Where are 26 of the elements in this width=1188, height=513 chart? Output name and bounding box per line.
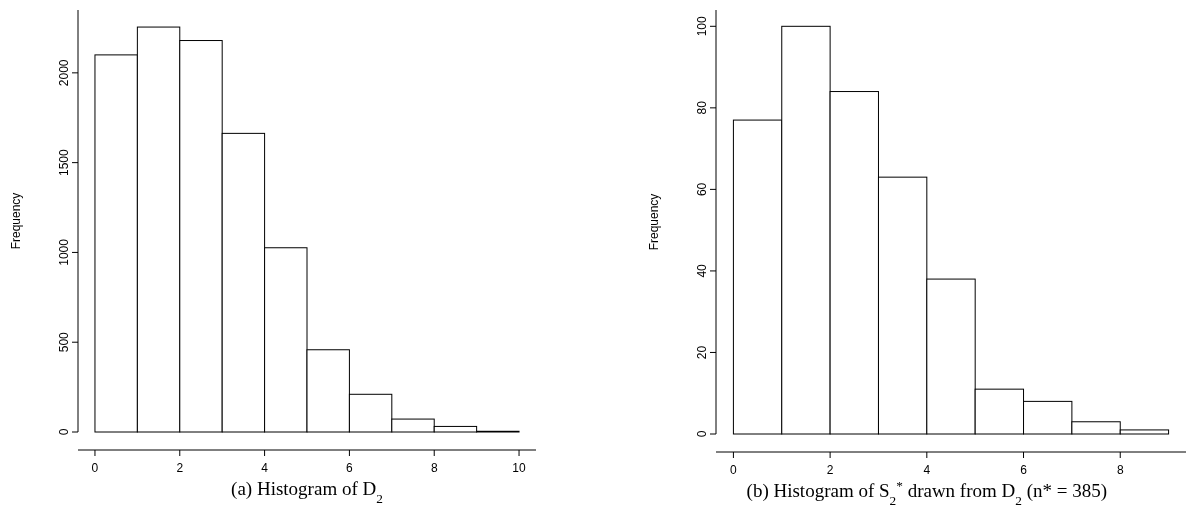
x-tick-label: 10 xyxy=(512,461,527,475)
x-tick-label: 0 xyxy=(91,461,99,475)
y-tick-label: 40 xyxy=(695,263,709,278)
x-tick-label: 0 xyxy=(730,463,738,477)
x-tick-label: 8 xyxy=(430,461,438,475)
x-tick-label: 2 xyxy=(826,463,834,477)
y-tick-label: 100 xyxy=(695,15,709,37)
y-axis-title: Frequency xyxy=(647,193,661,251)
text: (a) Histogram of D$_{2}$ xyxy=(231,478,383,506)
x-tick-label: 4 xyxy=(261,461,269,475)
text: (b) Histogram of S$_{2}$$^{*}$ drawn from D$_{2}$ (n* = 385) xyxy=(746,477,1108,508)
y-tick-label: 60 xyxy=(695,182,709,197)
x-tick-label: 8 xyxy=(1116,463,1124,477)
y-tick-label: 1500 xyxy=(57,148,71,176)
y-tick-label: 500 xyxy=(57,331,71,353)
y-tick-label: 80 xyxy=(695,100,709,115)
x-tick-label: 4 xyxy=(923,463,931,477)
y-tick-label: 0 xyxy=(695,430,709,438)
y-tick-label: 2000 xyxy=(57,59,71,87)
y-tick-label: 1000 xyxy=(57,238,71,266)
x-tick-label: 6 xyxy=(346,461,354,475)
x-tick-label: 6 xyxy=(1020,463,1028,477)
y-axis-title: Frequency xyxy=(9,192,23,250)
y-tick-label: 0 xyxy=(57,428,71,436)
x-tick-label: 2 xyxy=(176,461,184,475)
y-tick-label: 20 xyxy=(695,345,709,360)
